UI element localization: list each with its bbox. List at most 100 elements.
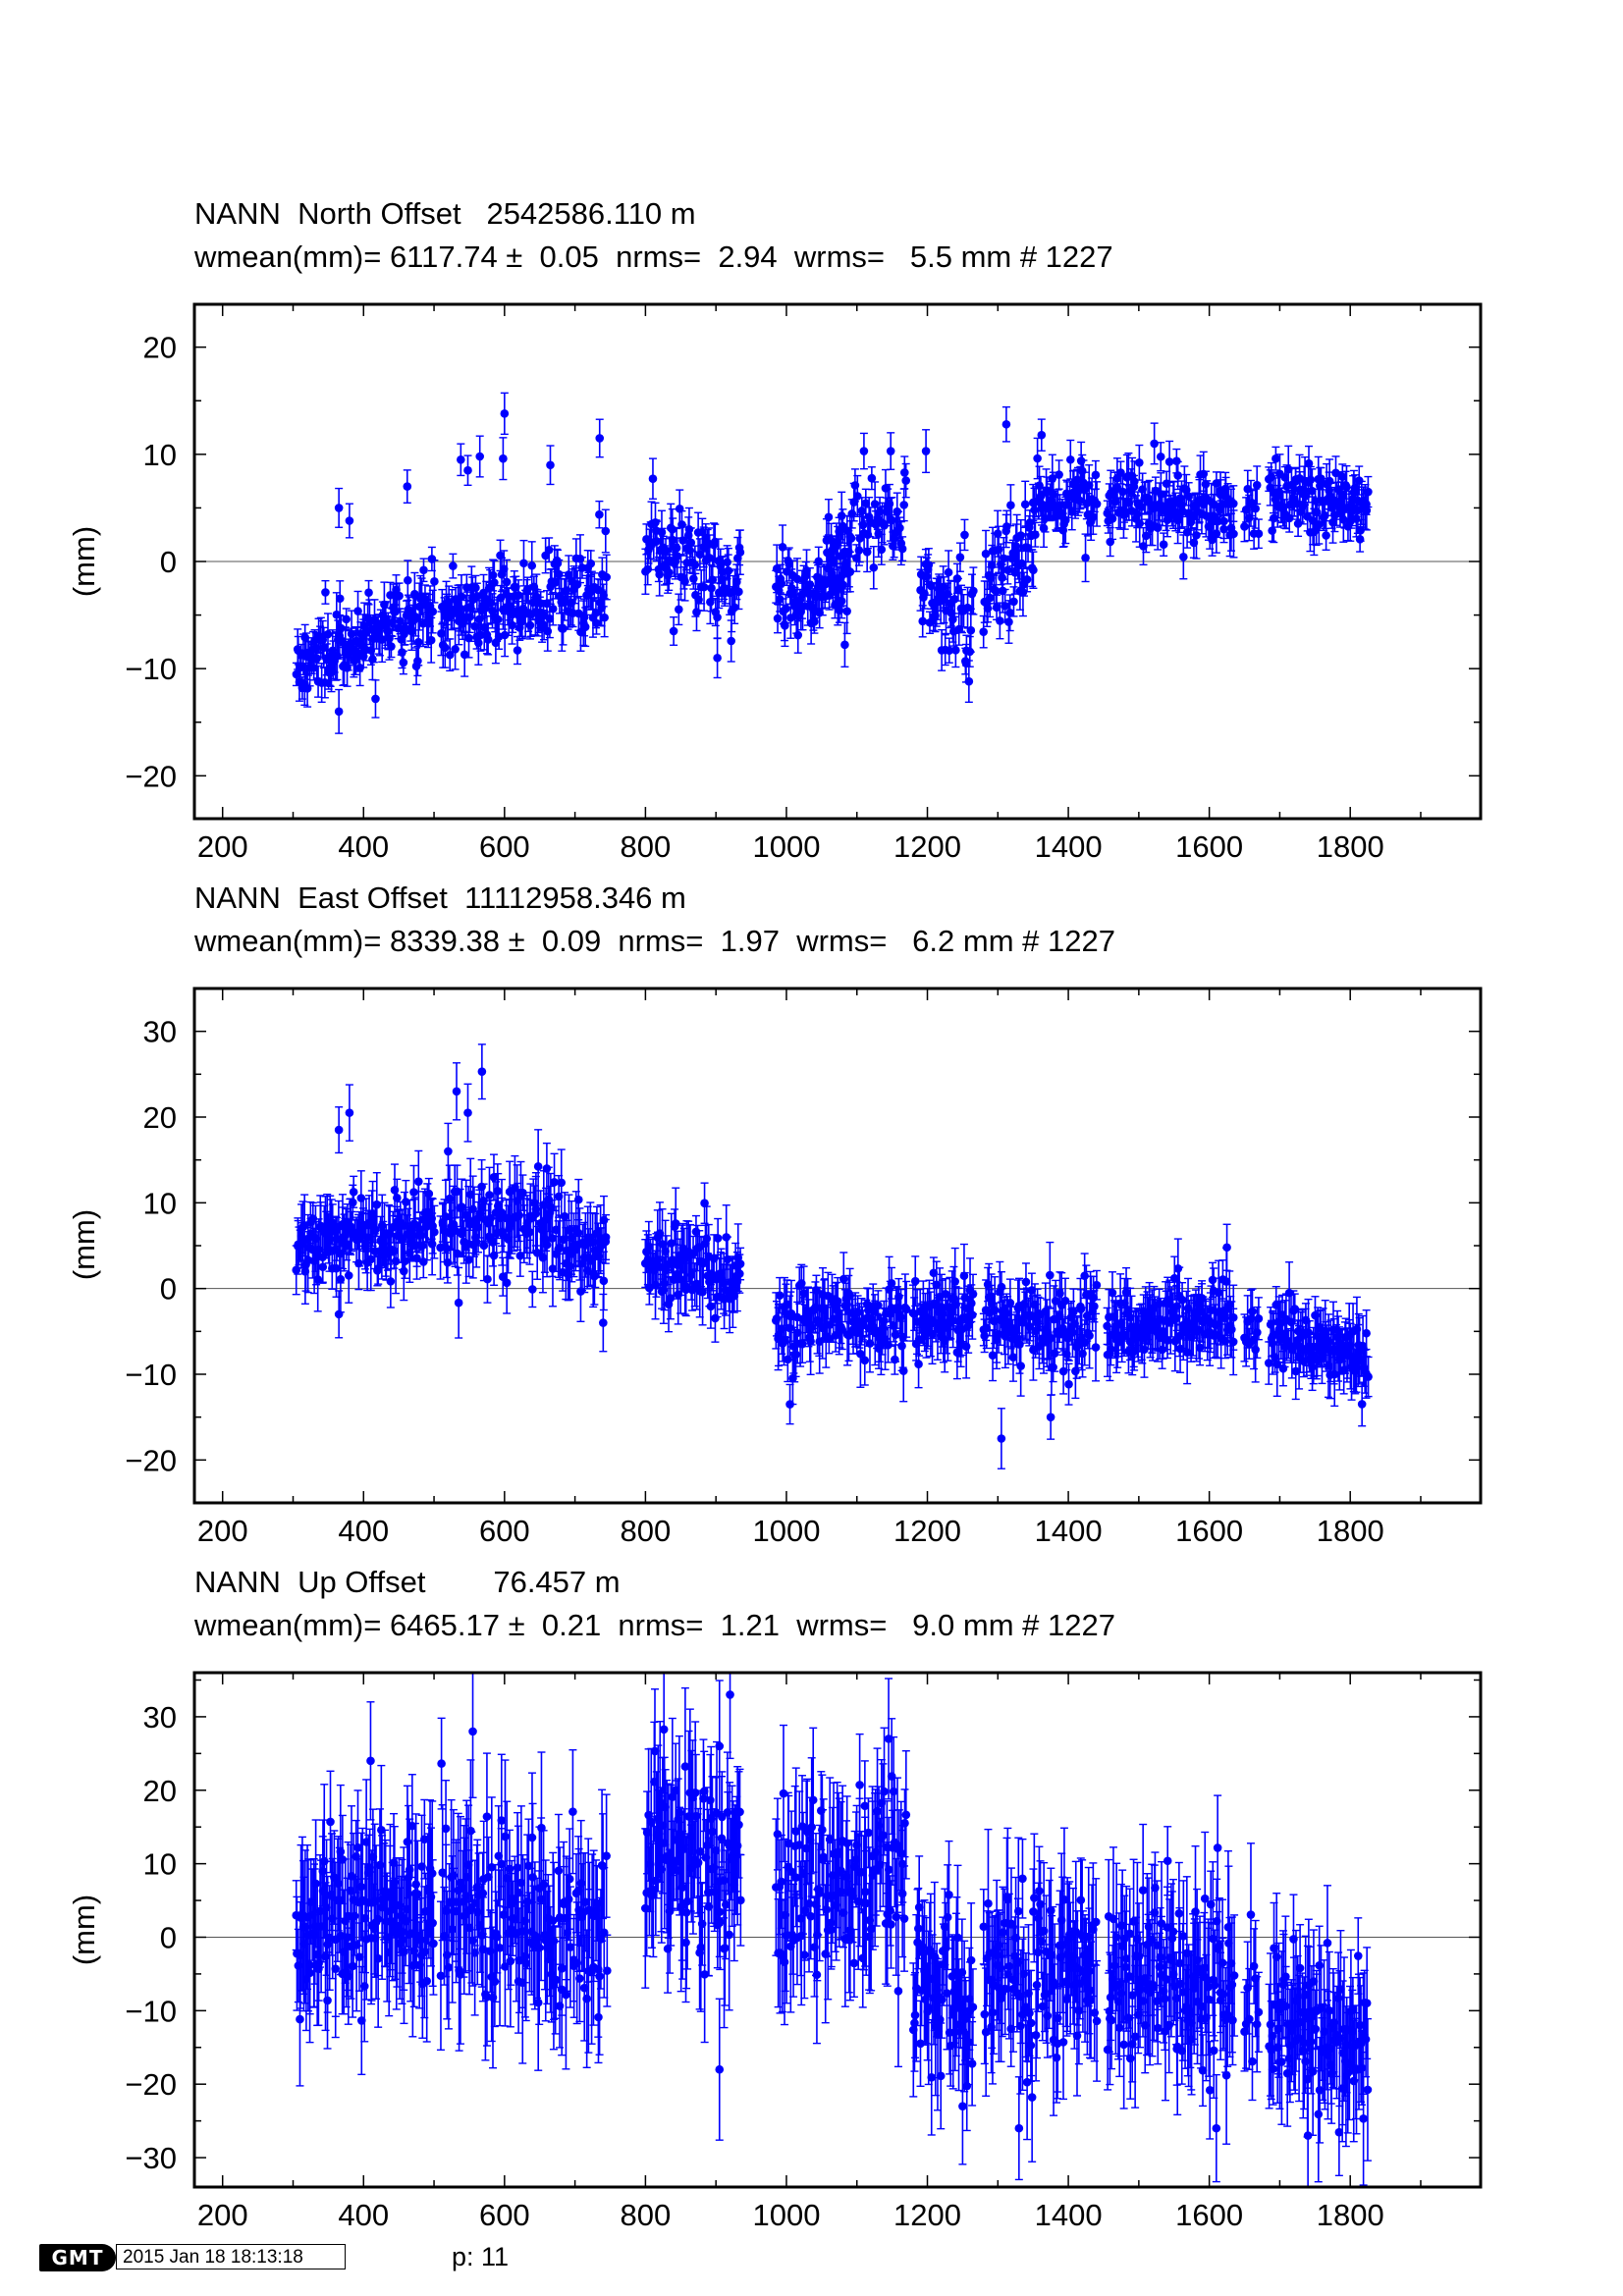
north-data-point xyxy=(862,548,872,557)
north-data-point xyxy=(1271,454,1280,463)
north-data-point xyxy=(1173,471,1183,480)
north-data-point xyxy=(500,630,510,640)
north-data-point xyxy=(1029,565,1038,575)
north-data-point xyxy=(1048,474,1057,483)
north-data-point xyxy=(953,585,963,595)
north-data-point xyxy=(814,557,824,566)
north-data-point xyxy=(684,524,694,534)
north-data-point xyxy=(708,575,718,585)
north-data-point xyxy=(488,570,498,580)
north-x-tick-label: 1400 xyxy=(1035,829,1103,864)
north-data-point xyxy=(413,657,422,666)
east-data-point xyxy=(542,1240,552,1250)
north-data-point xyxy=(387,642,396,651)
north-data-point xyxy=(586,559,596,568)
north-data-point xyxy=(1091,470,1101,480)
north-data-point xyxy=(564,570,573,579)
north-data-point xyxy=(710,537,720,547)
north-data-point xyxy=(1362,506,1372,515)
north-subtitle: wmean(mm)= 6117.74 ± 0.05 nrms= 2.94 wrm… xyxy=(193,240,1113,274)
north-data-point xyxy=(522,584,532,594)
north-data-point xyxy=(539,620,549,630)
north-title: NANN North Offset 2542586.110 m xyxy=(194,196,696,231)
north-data-point xyxy=(1212,529,1221,538)
north-data-point xyxy=(961,659,971,668)
north-y-tick-label: −10 xyxy=(125,652,177,686)
east-data-point xyxy=(342,1240,352,1250)
north-data-point xyxy=(805,580,815,589)
north-data-point xyxy=(601,526,611,536)
north-data-point xyxy=(599,591,608,600)
north-data-point xyxy=(1055,470,1063,479)
north-data-point xyxy=(707,583,716,593)
north-data-point xyxy=(403,482,412,491)
north-data-point xyxy=(1164,457,1174,466)
north-data-point xyxy=(1201,479,1211,489)
north-data-point xyxy=(312,654,322,663)
north-data-point xyxy=(419,565,428,575)
north-data-point xyxy=(474,638,483,648)
north-data-point xyxy=(440,643,450,653)
east-data-point xyxy=(550,1178,559,1187)
north-data-point xyxy=(384,626,393,636)
east-data-point xyxy=(414,1177,423,1186)
north-data-point xyxy=(1030,506,1039,514)
north-data-point xyxy=(867,473,877,483)
north-x-tick-label: 1600 xyxy=(1175,829,1243,864)
north-data-point xyxy=(772,564,782,573)
north-data-point xyxy=(457,592,466,601)
north-data-point xyxy=(686,538,696,548)
north-data-point xyxy=(399,658,408,667)
north-data-point xyxy=(713,613,722,622)
north-data-point xyxy=(1065,454,1075,464)
north-y-tick-label: 20 xyxy=(143,331,177,365)
north-data-point xyxy=(471,583,480,593)
north-data-point xyxy=(342,614,352,624)
north-y-tick-label: 0 xyxy=(160,545,177,579)
north-data-point xyxy=(899,501,909,509)
north-data-point xyxy=(996,616,1004,625)
north-data-point xyxy=(690,561,700,569)
north-data-point xyxy=(1003,565,1012,574)
north-data-point xyxy=(1009,597,1018,607)
north-data-point xyxy=(480,604,490,614)
north-data-point xyxy=(1130,477,1139,486)
north-x-tick-label: 600 xyxy=(479,829,530,864)
north-x-tick-label: 800 xyxy=(621,829,672,864)
north-data-point xyxy=(692,608,701,616)
east-data-point xyxy=(318,1262,328,1272)
east-data-point xyxy=(555,1243,565,1253)
north-data-point xyxy=(334,707,344,717)
north-data-point xyxy=(897,544,907,554)
north-data-point xyxy=(413,637,423,647)
north-data-point xyxy=(1017,559,1027,568)
north-data-point xyxy=(451,645,460,654)
north-data-point xyxy=(463,465,472,475)
north-data-point xyxy=(877,545,887,555)
north-data-point xyxy=(784,560,794,569)
north-data-point xyxy=(1018,588,1028,597)
north-data-point xyxy=(1356,526,1365,535)
north-data-point xyxy=(1254,529,1264,539)
north-data-point xyxy=(792,574,802,584)
north-data-point xyxy=(1308,516,1318,525)
north-data-point xyxy=(334,504,344,512)
north-data-point xyxy=(859,447,869,455)
east-data-point xyxy=(423,1208,432,1217)
north-data-point xyxy=(944,567,953,577)
north-data-point xyxy=(1219,524,1228,534)
north-data-point xyxy=(483,635,493,644)
north-ylabel: (mm) xyxy=(67,526,101,597)
east-data-point xyxy=(441,1212,451,1221)
north-data-point xyxy=(336,623,346,633)
east-data-point xyxy=(344,1271,353,1280)
north-data-point xyxy=(699,582,709,592)
north-data-point xyxy=(1001,601,1009,611)
north-data-point xyxy=(449,561,458,570)
north-data-point xyxy=(1313,507,1322,517)
north-data-point xyxy=(1192,530,1201,540)
east-data-point xyxy=(424,1189,434,1199)
north-data-point xyxy=(723,558,731,567)
east-data-point xyxy=(538,1253,548,1262)
north-data-point xyxy=(345,516,354,525)
